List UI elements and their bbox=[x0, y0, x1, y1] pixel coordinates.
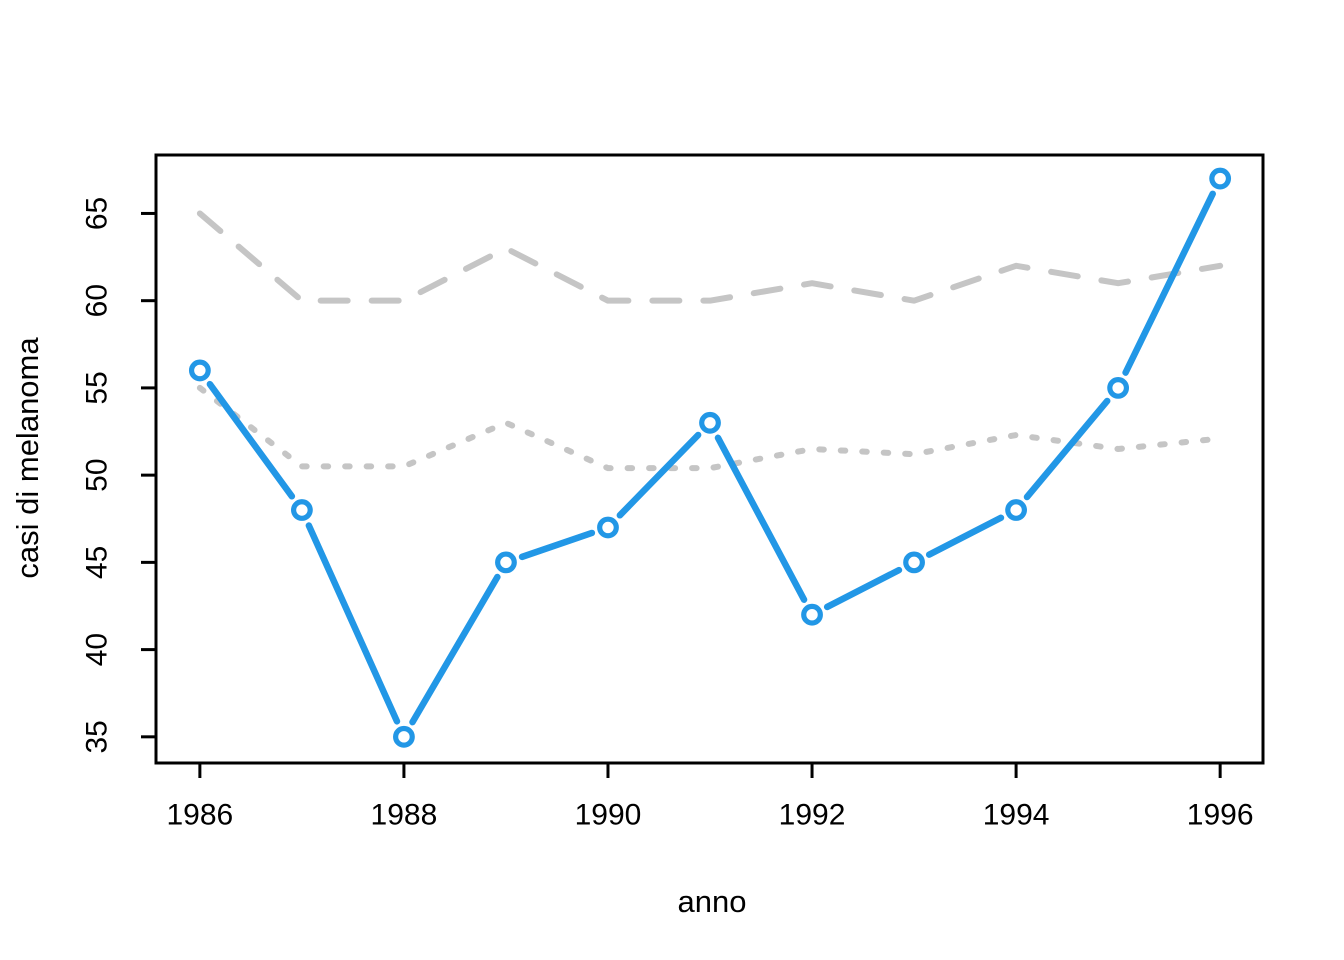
data-point-marker-1995 bbox=[1107, 377, 1130, 399]
series-linea-punteggiata-grigia bbox=[196, 384, 1224, 472]
data-point-marker-1991 bbox=[699, 411, 721, 434]
data-point-marker-1988 bbox=[393, 725, 415, 748]
data-point-marker-1986 bbox=[188, 359, 211, 382]
x-tick-label-1996: 1996 bbox=[1187, 799, 1254, 832]
x-tick-label-1986: 1986 bbox=[166, 799, 233, 832]
x-tick-label-1990: 1990 bbox=[575, 799, 642, 832]
x-tick-label-1992: 1992 bbox=[779, 799, 846, 832]
data-point-marker-1993 bbox=[903, 551, 925, 574]
y-tick-label-50: 50 bbox=[81, 458, 114, 491]
y-tick-label-60: 60 bbox=[81, 284, 114, 317]
data-point-marker-1987 bbox=[290, 499, 313, 521]
y-tick-label-40: 40 bbox=[81, 633, 114, 666]
y-tick-label-35: 35 bbox=[81, 720, 114, 753]
x-tick-label-1988: 1988 bbox=[371, 799, 438, 832]
data-point-marker-1989 bbox=[495, 551, 517, 574]
data-point-marker-1990 bbox=[597, 516, 619, 539]
x-axis-title: anno bbox=[677, 884, 747, 919]
series-casi-osservati-linea-blu-segment-1989 bbox=[518, 529, 596, 561]
series-linea-tratteggiata-grigia bbox=[196, 210, 1224, 304]
series-casi-osservati-linea-blu-segment-1990 bbox=[616, 431, 702, 519]
y-tick-label-45: 45 bbox=[81, 546, 114, 579]
series-casi-osservati-linea-blu-segment-1991 bbox=[714, 434, 808, 603]
y-tick-label-55: 55 bbox=[81, 371, 114, 404]
series-casi-osservati-linea-blu-segment-1992 bbox=[823, 566, 903, 611]
plot-border bbox=[154, 153, 1265, 765]
x-tick-label-1994: 1994 bbox=[983, 799, 1050, 832]
series-casi-osservati-linea-blu-segment-1993 bbox=[925, 514, 1005, 558]
data-point-marker-1992 bbox=[801, 603, 823, 626]
y-tick-label-65: 65 bbox=[81, 197, 114, 230]
data-point-marker-1996 bbox=[1209, 167, 1232, 190]
series-casi-osservati-linea-blu-segment-1995 bbox=[1122, 190, 1216, 376]
series-casi-osservati-linea-blu-segment-1986 bbox=[206, 380, 296, 500]
series-casi-osservati-linea-blu-segment-1988 bbox=[409, 573, 501, 726]
series-casi-osservati-linea-blu-segment-1987 bbox=[305, 522, 401, 725]
y-axis-title: casi di melanoma bbox=[10, 337, 45, 579]
data-point-marker-1994 bbox=[1005, 499, 1027, 521]
series-casi-osservati-linea-blu-segment-1994 bbox=[1023, 397, 1111, 501]
